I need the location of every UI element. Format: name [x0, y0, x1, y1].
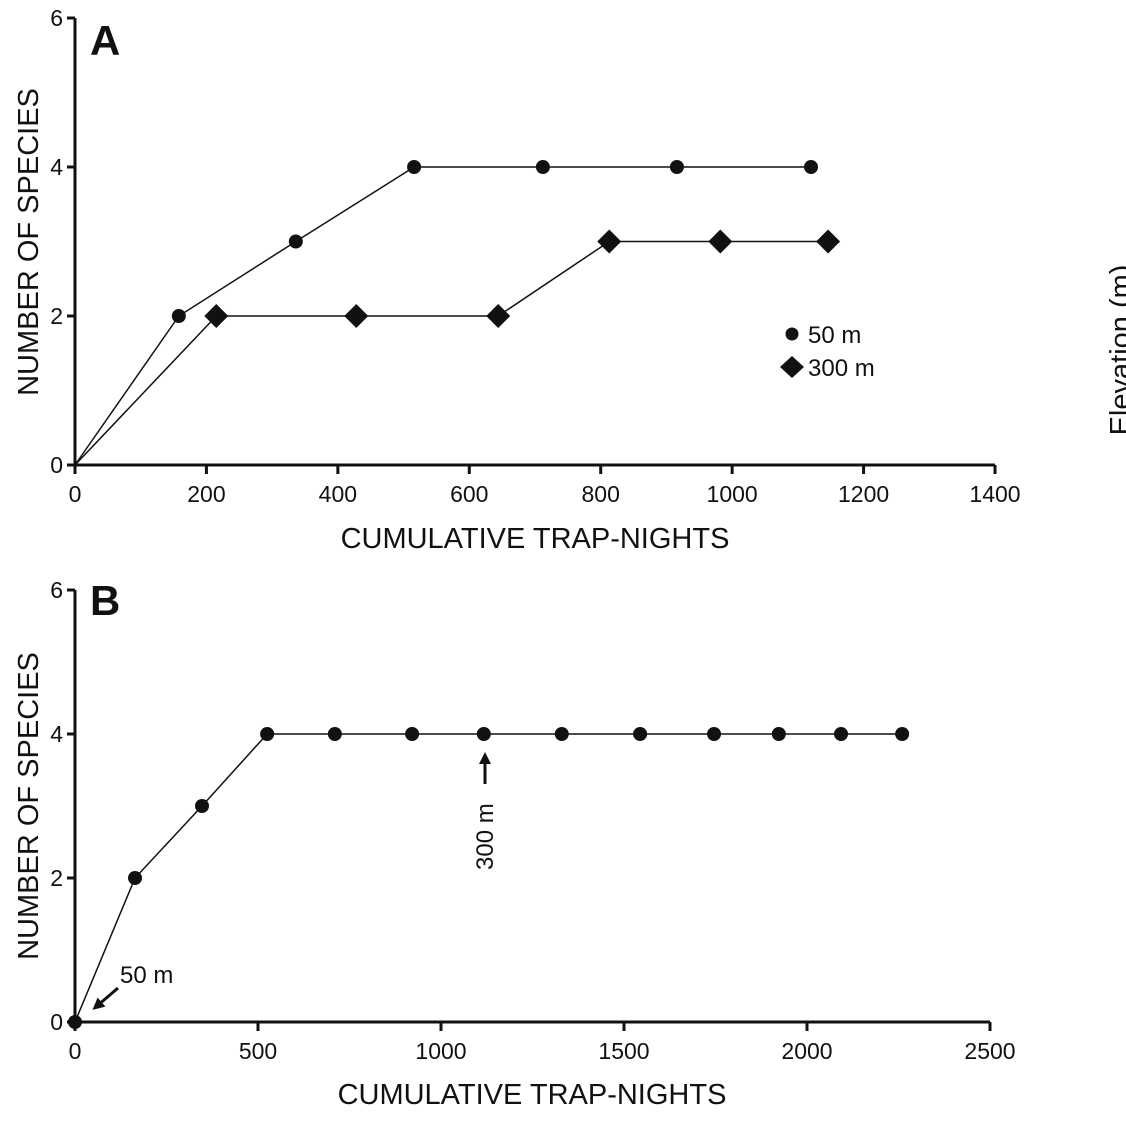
y-tick-label: 0 [50, 1009, 63, 1035]
panel-label-b: B [90, 577, 120, 624]
y-tick-label: 4 [50, 721, 63, 747]
x-tick-label: 1000 [707, 481, 758, 507]
panel-a: A NUMBER OF SPECIES CUMULATIVE TRAP-NIGH… [13, 5, 1021, 555]
data-point-circle [804, 160, 818, 174]
data-point-diamond [816, 229, 841, 254]
panel-label-a: A [90, 17, 120, 64]
data-point-diamond [204, 304, 229, 328]
legend-marker-300m [780, 356, 804, 378]
legend-marker-50m [785, 327, 799, 341]
annotation-50m: 50 m [120, 962, 173, 989]
x-tick-label: 1000 [415, 1038, 466, 1064]
annotation-300m: 300 m [472, 803, 499, 870]
data-point-circle [407, 160, 422, 174]
y-tick-label: 6 [50, 5, 63, 31]
data-point-circle [633, 727, 648, 741]
x-tick-label: 1500 [598, 1038, 649, 1064]
data-point-circle [895, 727, 910, 741]
x-tick-label: 0 [69, 481, 82, 507]
data-point-circle [195, 799, 210, 813]
x-tick-label: 800 [582, 481, 620, 507]
legend-a: 50 m 300 m [780, 322, 875, 382]
panel-b: B NUMBER OF SPECIES CUMULATIVE TRAP-NIGH… [13, 577, 1016, 1111]
x-tick-label: 200 [187, 481, 225, 507]
data-point-circle [535, 160, 550, 174]
y-tick-label: 4 [50, 154, 63, 180]
data-point-circle [554, 727, 569, 741]
data-point-circle [68, 1015, 82, 1029]
annotation-arrow-50m [92, 986, 119, 1010]
y-tick-label: 2 [50, 303, 63, 329]
x-axis-label-b: CUMULATIVE TRAP-NIGHTS [338, 1079, 727, 1111]
x-tick-label: 600 [450, 481, 488, 507]
x-axis-label-a: CUMULATIVE TRAP-NIGHTS [341, 523, 730, 555]
data-point-circle [669, 160, 684, 174]
x-tick-label: 1400 [969, 481, 1020, 507]
series-line-series [74, 733, 903, 1023]
x-tick-label: 500 [239, 1038, 277, 1064]
series-line-300m [74, 240, 829, 466]
data-point-circle [476, 727, 491, 741]
data-point-circle [128, 871, 143, 885]
data-point-diamond [597, 229, 622, 254]
data-point-diamond [708, 229, 733, 254]
data-point-circle [707, 727, 722, 741]
right-axis-label-elevation: Elevation (m) [1105, 265, 1126, 436]
x-tick-label: 1200 [838, 481, 889, 507]
data-point-circle [171, 309, 186, 323]
data-point-diamond [344, 304, 369, 328]
data-point-circle [834, 727, 849, 741]
y-tick-label: 6 [50, 577, 63, 603]
x-tick-label: 0 [69, 1038, 82, 1064]
data-point-circle [771, 727, 786, 741]
data-point-diamond [486, 304, 511, 328]
y-tick-label: 2 [50, 865, 63, 891]
legend-label-50m: 50 m [808, 322, 861, 349]
data-point-circle [260, 727, 275, 741]
data-point-circle [288, 234, 303, 249]
x-tick-label: 2000 [781, 1038, 832, 1064]
data-point-circle [405, 727, 420, 741]
data-point-circle [327, 727, 342, 741]
y-tick-label: 0 [50, 452, 63, 478]
y-axis-label-b: NUMBER OF SPECIES [13, 652, 45, 960]
x-tick-label: 2500 [964, 1038, 1015, 1064]
legend-label-300m: 300 m [808, 355, 875, 382]
x-tick-label: 400 [319, 481, 357, 507]
y-axis-label-a: NUMBER OF SPECIES [13, 88, 45, 396]
